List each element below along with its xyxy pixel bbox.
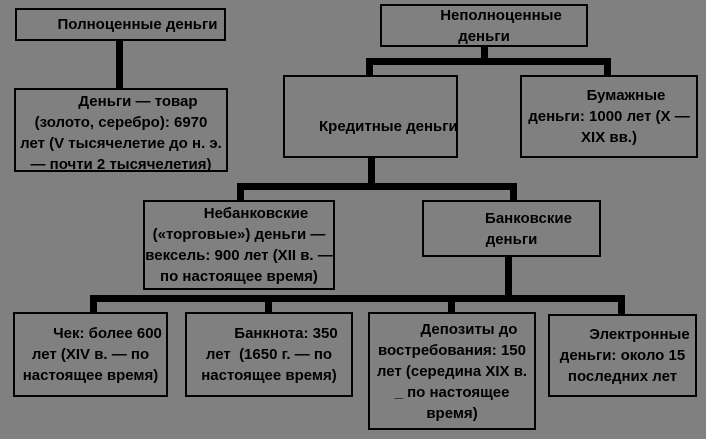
connector-drop-to-credit <box>366 58 373 77</box>
connector-drop-to-nonbank <box>237 183 244 202</box>
connector-drop-to-cheque <box>90 295 97 314</box>
node-demand-deposits-label: Депозиты до востребования: 150 лет (сере… <box>376 320 528 422</box>
node-bank-money: Банковские деньги <box>422 200 601 257</box>
node-electronic-money-label: Электронные деньги: около 15 последних л… <box>559 326 690 385</box>
connector-credit-down <box>368 157 375 185</box>
node-paper-money-label: Бумажные деньги: 1000 лет (X — XIX вв.) <box>528 87 690 146</box>
node-banknote: Банкнота: 350 лет (1650 г. — по настояще… <box>185 312 353 397</box>
node-electronic-money: Электронные деньги: около 15 последних л… <box>548 314 697 397</box>
node-cheque-label: Чек: более 600 лет (XIV в. — по настояще… <box>22 325 162 384</box>
connector-bottom-horizontal <box>90 295 625 302</box>
node-nonbank-money: Небанковские («торговые») деньги — вексе… <box>143 200 335 290</box>
connector-credit-horizontal <box>237 183 517 190</box>
connector-defective-horizontal <box>366 58 611 65</box>
node-defective-money-label: Неполноценные деньги <box>440 6 562 45</box>
node-credit-money: Кредитные деньги <box>283 75 458 158</box>
node-bank-money-label: Банковские деньги <box>485 209 572 248</box>
connector-fullvalue-to-commodity <box>116 41 123 89</box>
node-commodity-money-label: Деньги — товар (золото, серебро): 6970 л… <box>20 93 222 172</box>
connector-drop-to-banknote <box>265 295 272 314</box>
node-commodity-money: Деньги — товар (золото, серебро): 6970 л… <box>14 88 228 172</box>
connector-drop-to-bank <box>510 183 517 202</box>
node-paper-money: Бумажные деньги: 1000 лет (X — XIX вв.) <box>520 75 698 158</box>
connector-drop-to-electronic <box>618 295 625 316</box>
node-full-value-money: Полноценные деньги <box>15 8 226 41</box>
node-defective-money: Неполноценные деньги <box>380 4 588 47</box>
node-cheque: Чек: более 600 лет (XIV в. — по настояще… <box>13 312 168 397</box>
node-nonbank-money-label: Небанковские («торговые») деньги — вексе… <box>145 205 333 285</box>
node-full-value-money-label: Полноценные деньги <box>57 16 218 33</box>
connector-drop-to-deposits <box>448 295 455 314</box>
node-credit-money-label: Кредитные деньги <box>319 118 458 135</box>
connector-defective-down <box>481 46 488 60</box>
node-demand-deposits: Депозиты до востребования: 150 лет (сере… <box>368 312 536 430</box>
connector-drop-to-paper <box>604 58 611 77</box>
node-banknote-label: Банкнота: 350 лет (1650 г. — по настояще… <box>201 325 338 384</box>
connector-bank-down <box>505 255 512 297</box>
